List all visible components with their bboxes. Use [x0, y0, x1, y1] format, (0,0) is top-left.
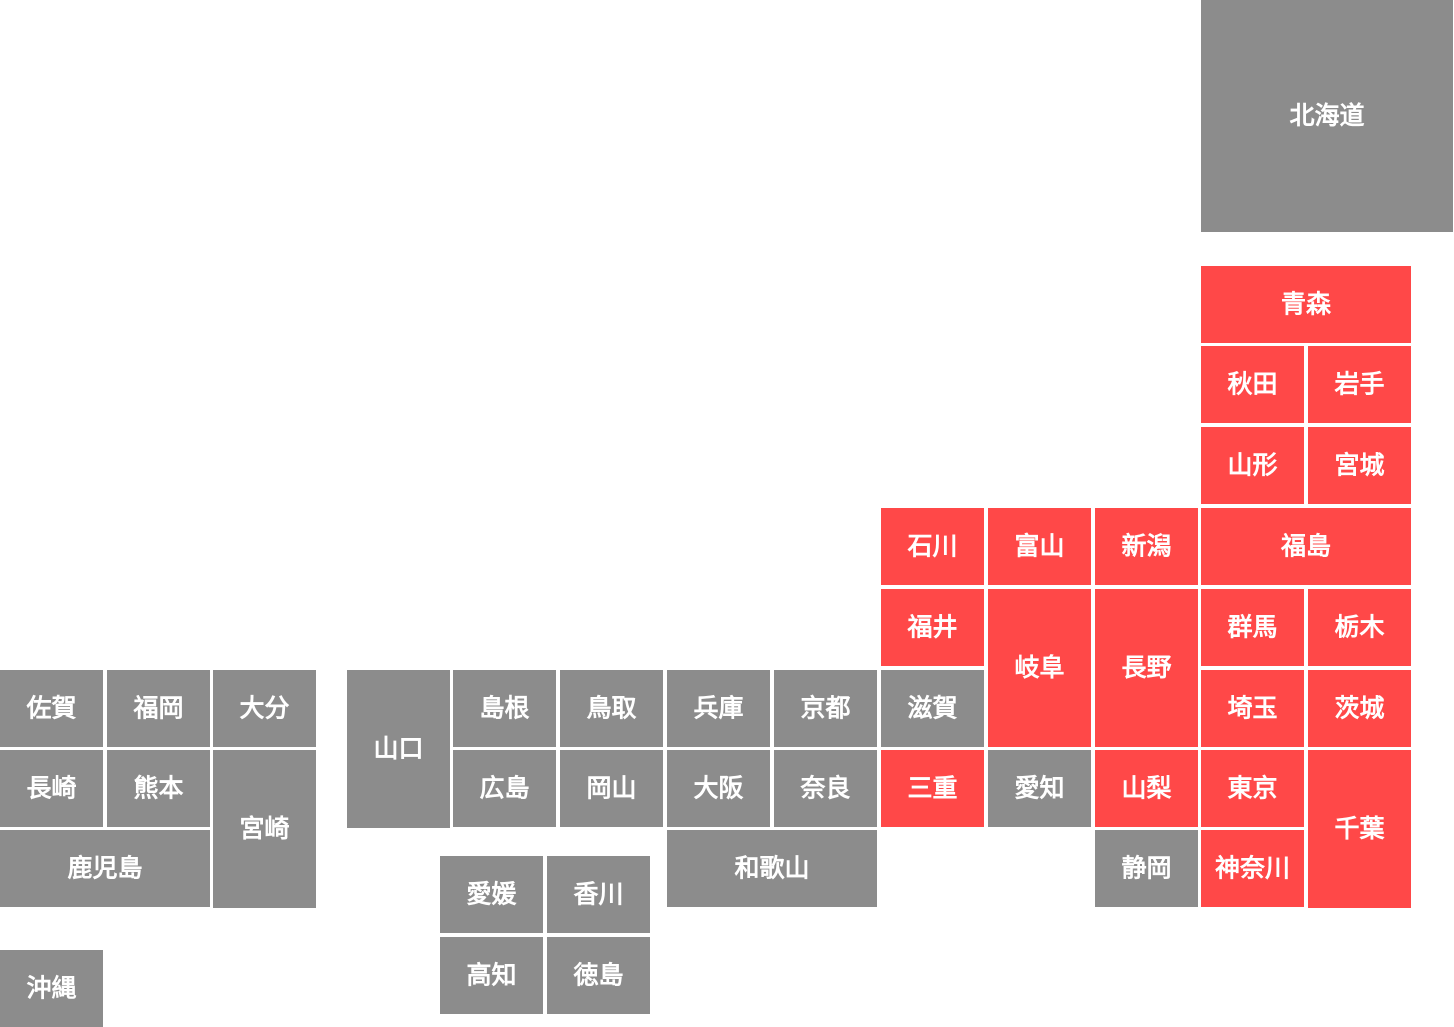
- prefecture-tile: [547, 856, 650, 933]
- prefecture-tile: [1308, 427, 1411, 504]
- prefecture-label: 山口: [373, 734, 423, 763]
- prefecture-tile: [1308, 750, 1411, 908]
- prefecture-tile: [1095, 750, 1198, 827]
- prefecture-tile: [988, 508, 1091, 585]
- prefecture-label: 広島: [479, 774, 529, 803]
- prefecture-label: 愛媛: [466, 880, 517, 909]
- prefecture-label: 福島: [1280, 532, 1331, 561]
- prefecture-tile: [107, 670, 210, 747]
- prefecture-label: 岩手: [1333, 370, 1384, 399]
- prefecture-label: 埼玉: [1227, 694, 1277, 723]
- prefecture-tile: [881, 670, 984, 747]
- prefecture-label: 秋田: [1227, 370, 1277, 399]
- prefecture-label: 北海道: [1289, 101, 1364, 130]
- prefecture-tile: [453, 670, 556, 747]
- prefecture-label: 福岡: [132, 694, 183, 723]
- prefecture-tile: [0, 750, 103, 827]
- prefecture-tile: [1201, 830, 1304, 907]
- prefecture-label: 千葉: [1334, 814, 1385, 843]
- prefecture-label: 鳥取: [586, 694, 636, 723]
- prefecture-tile: [440, 856, 543, 933]
- prefecture-label: 熊本: [133, 774, 183, 803]
- prefecture-tile: [560, 750, 663, 827]
- prefecture-label: 奈良: [799, 774, 850, 803]
- prefecture-tile: [1201, 0, 1453, 232]
- prefecture-tile: [774, 670, 877, 747]
- prefecture-tile: [1308, 670, 1411, 747]
- prefecture-tile: [213, 670, 316, 747]
- prefecture-tile: [881, 750, 984, 827]
- prefecture-tile: [1201, 589, 1304, 666]
- prefecture-tile: [1095, 830, 1198, 907]
- prefecture-label: 佐賀: [25, 694, 76, 723]
- prefecture-tile: [1201, 266, 1411, 343]
- prefecture-label: 京都: [800, 694, 850, 723]
- prefecture-label: 愛知: [1014, 774, 1064, 803]
- prefecture-label: 三重: [907, 774, 957, 803]
- prefecture-label: 徳島: [572, 961, 623, 990]
- prefecture-tile: [547, 937, 650, 1014]
- prefecture-tile: [667, 750, 770, 827]
- prefecture-tile: [1201, 508, 1411, 585]
- prefecture-tile: [453, 750, 556, 827]
- prefecture-label: 長野: [1121, 653, 1171, 682]
- prefecture-tile: [988, 589, 1091, 747]
- prefecture-tile: [1095, 508, 1198, 585]
- prefecture-label: 福井: [906, 613, 957, 642]
- prefecture-label: 東京: [1227, 774, 1277, 803]
- prefecture-tile: [988, 750, 1091, 827]
- prefecture-tile: [0, 950, 103, 1027]
- prefecture-label: 岡山: [586, 774, 636, 803]
- prefecture-label: 岐阜: [1014, 653, 1064, 682]
- prefecture-label: 青森: [1281, 290, 1332, 319]
- prefecture-label: 兵庫: [693, 694, 743, 723]
- prefecture-label: 宮城: [1334, 451, 1384, 480]
- prefecture-label: 沖縄: [26, 974, 76, 1003]
- prefecture-tile: [213, 750, 316, 908]
- prefecture-label: 群馬: [1227, 613, 1277, 642]
- prefecture-tile: [0, 830, 210, 907]
- prefecture-tile: [667, 830, 877, 907]
- prefecture-label: 高知: [466, 961, 516, 990]
- prefecture-tile: [1201, 427, 1304, 504]
- prefecture-label: 新潟: [1121, 532, 1171, 561]
- prefecture-label: 島根: [479, 694, 529, 723]
- prefecture-tile: [347, 670, 450, 828]
- prefecture-label: 和歌山: [734, 854, 809, 883]
- prefecture-label: 滋賀: [907, 694, 957, 723]
- prefecture-label: 富山: [1014, 532, 1064, 561]
- prefecture-tile: [107, 750, 210, 827]
- prefecture-label: 静岡: [1121, 854, 1171, 883]
- prefecture-tile: [667, 670, 770, 747]
- prefecture-label: 茨城: [1334, 694, 1384, 723]
- prefecture-label: 鹿児島: [67, 854, 142, 883]
- prefecture-label: 石川: [906, 532, 957, 561]
- prefecture-label: 山梨: [1121, 774, 1171, 803]
- prefecture-tile: [881, 589, 984, 666]
- prefecture-label: 大分: [239, 694, 289, 723]
- prefecture-label: 宮崎: [239, 814, 289, 843]
- prefecture-tile: [0, 670, 103, 747]
- prefecture-label: 栃木: [1334, 613, 1384, 642]
- prefecture-tile: [1201, 346, 1304, 423]
- prefecture-label: 神奈川: [1215, 854, 1290, 883]
- prefecture-tile: [1308, 589, 1411, 666]
- prefecture-tile: [1201, 670, 1304, 747]
- prefecture-label: 長崎: [26, 774, 76, 803]
- prefecture-label: 山形: [1227, 451, 1277, 480]
- prefecture-tile: [440, 937, 543, 1014]
- prefecture-label: 香川: [573, 880, 623, 909]
- prefecture-tile: [881, 508, 984, 585]
- prefecture-tile: [560, 670, 663, 747]
- prefecture-label: 大阪: [693, 774, 743, 803]
- prefecture-tile: [1201, 750, 1304, 827]
- prefecture-tile: [774, 750, 877, 827]
- prefecture-tile: [1095, 589, 1198, 747]
- prefecture-tile: [1308, 346, 1411, 423]
